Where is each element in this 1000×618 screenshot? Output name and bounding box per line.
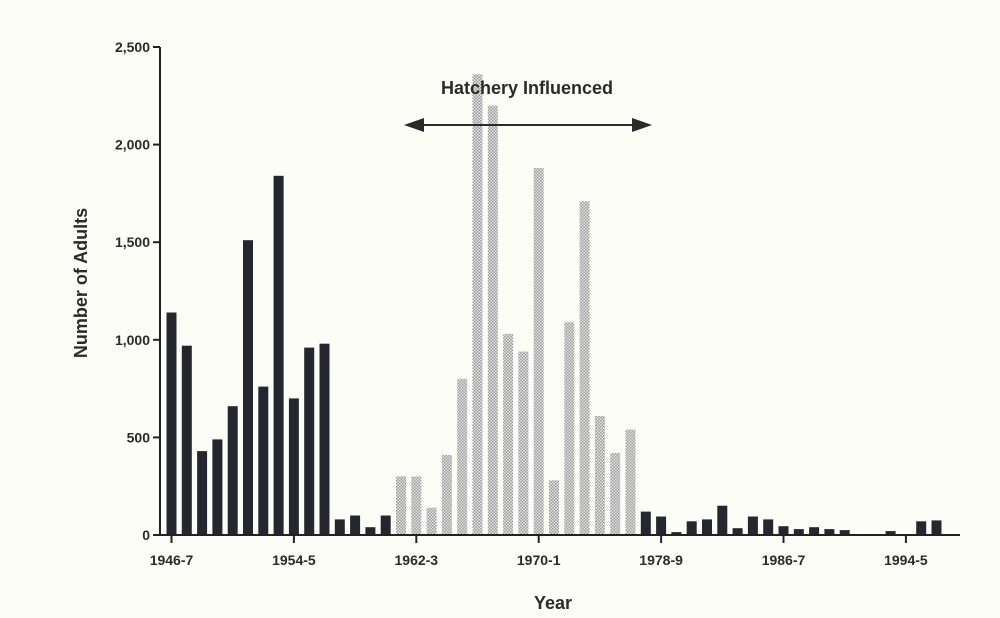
- bar-wild: [732, 528, 743, 535]
- bar-wild: [839, 530, 850, 535]
- y-tick-label: 1,500: [115, 234, 150, 250]
- bar-wild: [212, 439, 223, 535]
- x-ticks-group: 1946-7 1954-5 1962-3 1970-1 1978-9 1986-7 1994…: [150, 535, 928, 568]
- bar-wild: [824, 529, 835, 535]
- bar-hatchery: [610, 453, 621, 535]
- bar-hatchery: [426, 507, 437, 535]
- bar-wild: [319, 343, 330, 535]
- bar-wild: [166, 312, 177, 535]
- bar-wild: [793, 529, 804, 535]
- bar-wild: [686, 521, 697, 535]
- y-tick-label: 2,500: [115, 39, 150, 55]
- y-tick-label: 1,000: [115, 332, 150, 348]
- bar-wild: [778, 526, 789, 535]
- bar-hatchery: [472, 74, 483, 536]
- bar-wild: [258, 386, 269, 535]
- bar-wild: [365, 527, 376, 535]
- bar-hatchery: [457, 378, 468, 535]
- bar-wild: [885, 531, 896, 535]
- hatchery-arrow-right-head: [632, 118, 652, 132]
- bar-wild: [702, 519, 712, 535]
- x-tick-label: 1986-7: [762, 552, 806, 568]
- x-tick-label: 1954-5: [272, 552, 316, 568]
- bar-wild: [747, 516, 758, 535]
- bar-hatchery: [487, 105, 498, 535]
- bars-group: [166, 74, 942, 536]
- bar-wild: [640, 511, 651, 535]
- bar-wild: [181, 345, 192, 535]
- bar-wild: [671, 532, 682, 535]
- hatchery-annotation: Hatchery Influenced: [404, 78, 652, 132]
- bar-wild: [763, 519, 774, 535]
- bar-wild: [656, 516, 667, 535]
- bar-hatchery: [441, 455, 452, 535]
- y-axis-label: Number of Adults: [71, 208, 91, 358]
- y-tick-label: 0: [142, 527, 150, 543]
- bar-wild: [931, 520, 942, 535]
- y-ticks-group: 0 500 1,000 1,500 2,000 2,500: [115, 39, 160, 543]
- x-tick-label: 1962-3: [395, 552, 439, 568]
- bar-wild: [304, 347, 315, 535]
- bar-hatchery: [549, 480, 559, 535]
- x-tick-label: 1978-9: [639, 552, 683, 568]
- bar-hatchery: [518, 351, 529, 535]
- bar-wild: [916, 521, 927, 535]
- bar-wild: [197, 451, 208, 535]
- bar-wild: [288, 398, 299, 535]
- bar-hatchery: [594, 415, 605, 535]
- y-tick-label: 500: [127, 429, 151, 445]
- bar-hatchery: [533, 168, 544, 535]
- bar-wild: [380, 515, 391, 535]
- bar-wild: [350, 515, 361, 535]
- bar-hatchery: [579, 201, 590, 535]
- x-tick-label: 1946-7: [150, 552, 194, 568]
- bar-hatchery: [396, 476, 406, 535]
- bar-wild: [809, 527, 820, 535]
- bar-hatchery: [564, 322, 575, 535]
- hatchery-annotation-label: Hatchery Influenced: [441, 78, 613, 98]
- y-tick-label: 2,000: [115, 137, 150, 153]
- x-tick-label: 1970-1: [517, 552, 561, 568]
- bar-wild: [334, 519, 345, 535]
- x-axis-label: Year: [534, 593, 572, 613]
- bar-hatchery: [625, 429, 636, 535]
- bar-wild: [243, 240, 253, 535]
- hatchery-arrow-left-head: [404, 118, 424, 132]
- bar-wild: [717, 505, 728, 535]
- bar-wild: [273, 175, 284, 536]
- bar-wild: [227, 406, 238, 535]
- x-tick-label: 1994-5: [884, 552, 928, 568]
- bar-hatchery: [503, 333, 514, 535]
- bar-hatchery: [411, 476, 422, 535]
